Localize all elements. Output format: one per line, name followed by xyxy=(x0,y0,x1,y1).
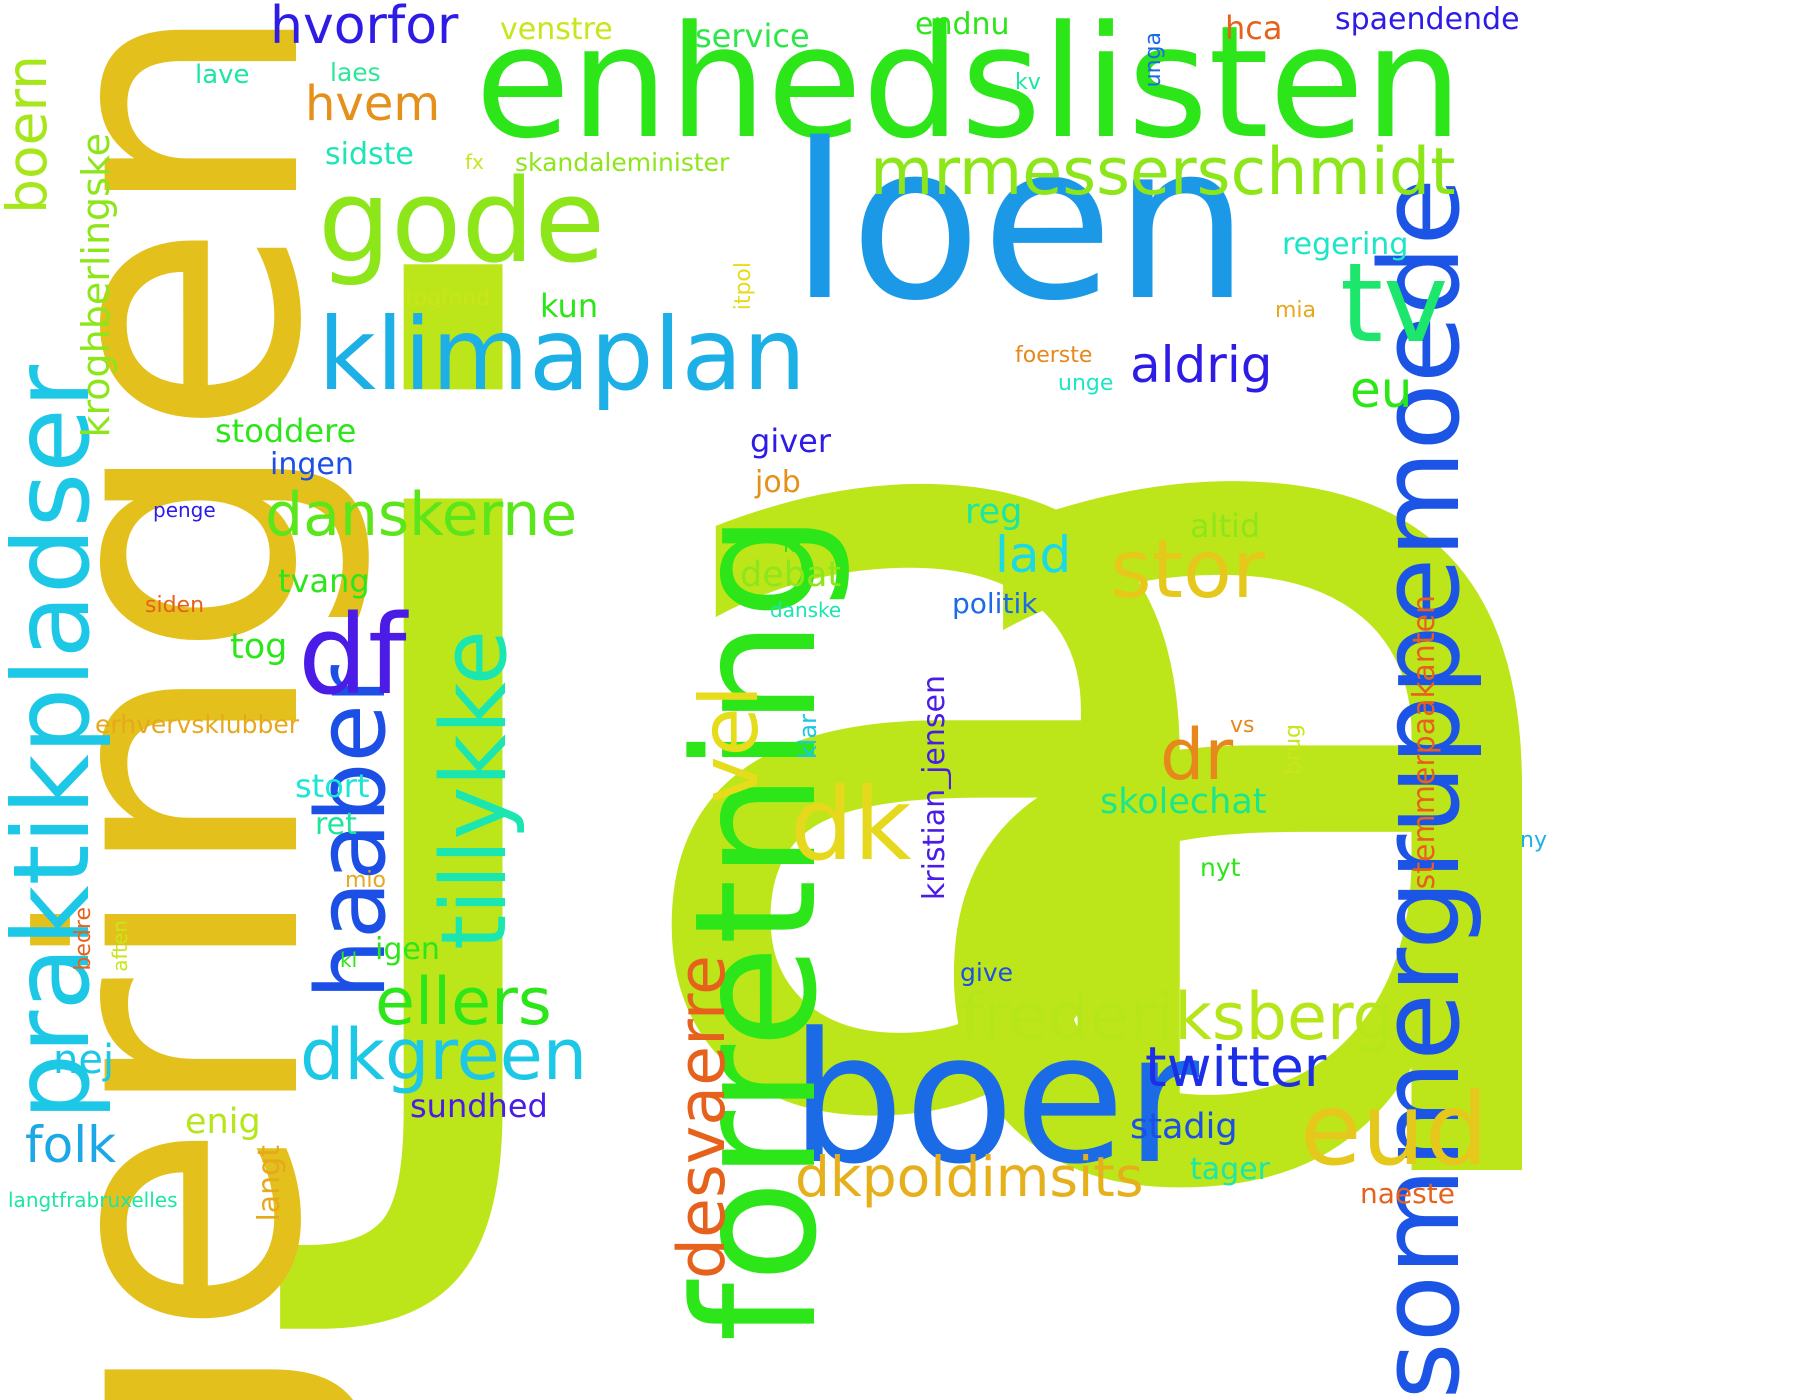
word-hca: hca xyxy=(1225,9,1283,47)
word-siden: siden xyxy=(145,593,205,618)
word-eu: eu xyxy=(1350,361,1413,419)
word-give: give xyxy=(960,958,1013,987)
word-enig: enig xyxy=(185,1102,261,1142)
word-stort: stort xyxy=(295,767,370,805)
word-skandaleminister: skandaleminister xyxy=(515,148,730,177)
word-ingen: ingen xyxy=(270,447,354,482)
word-kroghberlingske: kroghberlingske xyxy=(74,133,118,438)
word-brug: brug xyxy=(1281,724,1306,775)
word-aldrig: aldrig xyxy=(1130,336,1273,394)
word-tog: tog xyxy=(230,627,288,667)
word-job: job xyxy=(755,465,801,500)
word-penge: penge xyxy=(153,498,216,522)
word-mrmesserschmidt: mrmesserschmidt xyxy=(870,135,1456,210)
word-danske: danske xyxy=(770,598,842,622)
word-frederiksberg: frederiksberg xyxy=(960,980,1394,1055)
word-sundhed: sundhed xyxy=(410,1087,548,1125)
word-igen: igen xyxy=(375,932,440,967)
word-aften: aften xyxy=(108,920,132,972)
word-folk: folk xyxy=(25,1116,117,1174)
word-laes: laes xyxy=(330,58,381,87)
word-sidste: sidste xyxy=(325,137,414,172)
word-boern: boern xyxy=(0,55,59,214)
word-ny: ny xyxy=(1520,828,1547,853)
word-ellers: ellers xyxy=(375,965,552,1040)
word-unge: unge xyxy=(1058,371,1114,396)
word-a: a xyxy=(880,29,1634,1400)
word-kr: kr xyxy=(783,533,805,558)
word-mia: mia xyxy=(1275,298,1317,323)
word-altid: altid xyxy=(1190,507,1261,545)
word-ja: ja xyxy=(300,80,1280,1360)
word-vs: vs xyxy=(1230,713,1255,738)
word-kun: kun xyxy=(540,287,599,325)
word-langtfrabruxelles: langtfrabruxelles xyxy=(8,1188,178,1212)
word-kv: kv xyxy=(1015,70,1041,95)
word-naeste: naeste xyxy=(1360,1177,1455,1210)
word-hvorfor: hvorfor xyxy=(270,0,459,56)
word-lad: lad xyxy=(995,526,1072,584)
word-kristian-jensen: kristian_jensen xyxy=(917,675,952,901)
word-stadig: stadig xyxy=(1130,1107,1238,1147)
word-klimaplan: klimaplan xyxy=(318,296,807,413)
word-loen: loen xyxy=(790,97,1250,348)
word-klar: klar xyxy=(794,714,822,760)
word-dkpoldimsits: dkpoldimsits xyxy=(795,1145,1144,1209)
word-twitter: twitter xyxy=(1145,1035,1327,1099)
word-eud: eud xyxy=(1300,1071,1489,1188)
word-tillykke: tillykke xyxy=(422,630,527,950)
word-tv: tv xyxy=(1340,239,1449,367)
word-dr: dr xyxy=(1160,714,1234,796)
word-venstre: venstre xyxy=(500,12,613,47)
word-erhvervsklubber: erhvervsklubber xyxy=(95,710,300,739)
word-dk: dk xyxy=(790,766,912,883)
word-boer: boer xyxy=(790,995,1200,1204)
word-debat: debat xyxy=(740,555,842,595)
word-itpol: itpol xyxy=(731,262,756,311)
word-stor: stor xyxy=(1110,523,1265,616)
word-gode: gode xyxy=(318,155,606,289)
word-mio: mio xyxy=(345,868,387,893)
word-praktikpladser: praktikpladser xyxy=(0,365,113,1121)
word-langt: langt xyxy=(252,1145,287,1222)
word-endnu: endnu xyxy=(915,7,1010,42)
word-skolechat: skolechat xyxy=(1100,782,1267,822)
word-hvem: hvem xyxy=(305,76,441,132)
word-stoddere: stoddere xyxy=(215,412,357,450)
word-giver: giver xyxy=(750,422,831,460)
word-nyt: nyt xyxy=(1200,853,1241,882)
word-df: df xyxy=(298,591,407,719)
word-ret: ret xyxy=(315,807,357,842)
word-regering: regering xyxy=(1282,227,1409,262)
word-dkgreen: dkgreen xyxy=(300,1014,588,1096)
word-kl: kl xyxy=(340,948,358,972)
word-tager: tager xyxy=(1190,1152,1270,1187)
word-fx: fx xyxy=(465,150,484,174)
word-politik: politik xyxy=(952,587,1038,620)
word-nej: nej xyxy=(53,1037,115,1083)
word-desvaerre: desvaerre xyxy=(665,955,740,1280)
word-reg: reg xyxy=(965,492,1023,532)
word-bedre: bedre xyxy=(71,907,96,971)
word-foerste: foerste xyxy=(1015,343,1093,368)
word-unga: unga xyxy=(1141,32,1166,88)
word-vel: vel xyxy=(683,685,776,804)
word-service: service xyxy=(695,17,810,55)
word-togfond: togfond xyxy=(405,286,491,311)
word-lave: lave xyxy=(195,60,250,90)
word-enhedslisten: enhedslisten xyxy=(475,0,1463,173)
word-spaendende: spaendende xyxy=(1335,2,1520,37)
word-tvang: tvang xyxy=(278,562,370,600)
word-danskerne: danskerne xyxy=(265,480,578,550)
word-stemmerpaakanten: stemmerpaakanten xyxy=(1407,595,1442,890)
